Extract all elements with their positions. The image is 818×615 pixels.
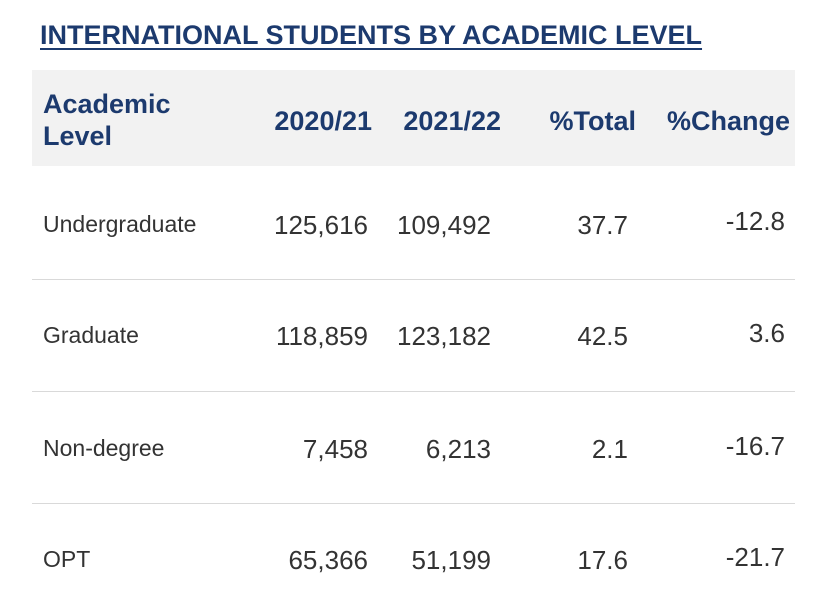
row-level: Non-degree [43,435,165,461]
table-row: Non-degree 7,458 6,213 2.1 -16.7 [32,391,795,504]
row-level: Graduate [43,322,139,348]
cell-2021-22: 123,182 [397,321,491,351]
cell-pct-change: -21.7 [725,542,785,572]
table-title: INTERNATIONAL STUDENTS BY ACADEMIC LEVEL [40,20,703,50]
table-row: OPT 65,366 51,199 17.6 -21.7 [32,503,795,615]
table-row: Undergraduate 125,616 109,492 37.7 -12.8 [32,167,795,280]
table-row: Graduate 118,859 123,182 42.5 3.6 [32,279,795,392]
row-level: OPT [43,546,91,572]
header-2021-22: 2021/22 [403,106,501,136]
header-pct-total: %Total [549,106,637,136]
row-level: Undergraduate [43,211,197,237]
cell-2021-22: 51,199 [411,545,491,575]
cell-2021-22: 6,213 [425,434,491,464]
cell-2020-21: 125,616 [274,210,368,240]
cell-2020-21: 65,366 [288,545,368,575]
header-pct-change: %Change [666,106,790,136]
cell-pct-total: 17.6 [577,545,628,575]
table-header: Academic Level 2020/21 2021/22 %Total %C… [32,70,795,166]
cell-pct-change: -12.8 [725,206,785,236]
cell-pct-total: 2.1 [591,434,628,464]
cell-pct-total: 42.5 [577,321,628,351]
header-2020-21: 2020/21 [274,106,372,136]
header-academic-level: Academic Level [43,89,171,151]
cell-2021-22: 109,492 [397,210,491,240]
cell-pct-change: -16.7 [725,431,785,461]
cell-pct-change: 3.6 [748,318,785,348]
cell-2020-21: 118,859 [275,321,368,351]
cell-2020-21: 7,458 [302,434,368,464]
cell-pct-total: 37.7 [577,210,628,240]
